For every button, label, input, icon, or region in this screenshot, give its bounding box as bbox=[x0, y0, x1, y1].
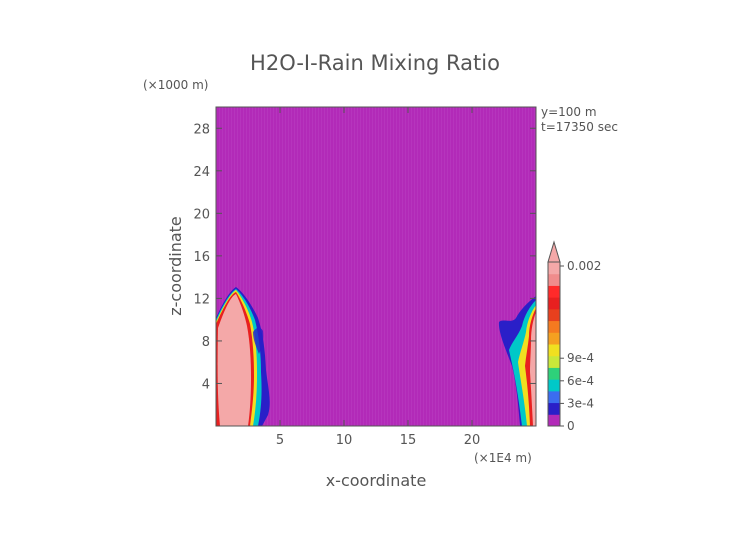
x-tick-label: 10 bbox=[336, 433, 353, 448]
chart-title: H2O-I-Rain Mixing Ratio bbox=[250, 51, 500, 75]
plot-area: 5 10 15 20 4 8 12 16 20 24 28 bbox=[193, 106, 537, 448]
x-tick-label: 5 bbox=[276, 433, 284, 448]
y-tick-label: 16 bbox=[193, 250, 210, 265]
y-tick-label: 28 bbox=[193, 122, 210, 137]
colorbar-label: 0.002 bbox=[567, 259, 601, 273]
y-scale-note: (×1000 m) bbox=[143, 78, 208, 92]
y-tick-label: 12 bbox=[193, 292, 210, 307]
colorbar-segment bbox=[548, 355, 560, 368]
left-shaft-streak bbox=[253, 327, 264, 354]
annotation-t: t=17350 sec bbox=[541, 120, 618, 134]
y-tick-label: 8 bbox=[202, 335, 210, 350]
colorbar-label: 0 bbox=[567, 419, 575, 433]
x-tick-label: 20 bbox=[464, 433, 481, 448]
colorbar-label: 3e-4 bbox=[567, 396, 594, 410]
x-scale-note: (×1E4 m) bbox=[474, 451, 532, 465]
colorbar-segment bbox=[548, 308, 560, 322]
colorbar-label: 6e-4 bbox=[567, 374, 594, 388]
annotation-y: y=100 m bbox=[541, 105, 597, 119]
y-axis-label: z-coordinate bbox=[166, 216, 185, 316]
colorbar-max-arrow bbox=[547, 240, 561, 263]
x-axis-label: x-coordinate bbox=[326, 471, 427, 490]
x-axis-ticks: 5 10 15 20 bbox=[276, 107, 480, 448]
plot-frame bbox=[215, 106, 537, 427]
colorbar-segment bbox=[548, 390, 560, 404]
colorbar-segment bbox=[548, 297, 560, 310]
colorbar-segment bbox=[548, 285, 560, 298]
colorbar-segment bbox=[548, 332, 560, 345]
y-tick-label: 24 bbox=[193, 165, 210, 180]
colorbar-segment bbox=[548, 273, 560, 286]
colorbar-segment bbox=[548, 320, 560, 333]
colorbar-segment bbox=[548, 379, 560, 392]
colorbar-segment bbox=[548, 402, 560, 415]
colorbar-segment bbox=[548, 262, 560, 275]
colorbar: 0 3e-4 6e-4 9e-4 0.002 bbox=[547, 240, 601, 433]
y-axis-ticks: 4 8 12 16 20 24 28 bbox=[193, 122, 536, 392]
left-shaft-core bbox=[217, 294, 251, 426]
colorbar-label: 9e-4 bbox=[567, 351, 594, 365]
colorbar-segment bbox=[548, 367, 560, 380]
plot-background bbox=[216, 107, 536, 426]
x-tick-label: 15 bbox=[400, 433, 417, 448]
colorbar-segment bbox=[548, 414, 560, 427]
colorbar-segment bbox=[548, 344, 560, 357]
rain-field bbox=[216, 287, 536, 426]
y-tick-label: 20 bbox=[193, 207, 210, 222]
left-rain-shaft bbox=[216, 287, 270, 426]
y-tick-label: 4 bbox=[202, 377, 210, 392]
